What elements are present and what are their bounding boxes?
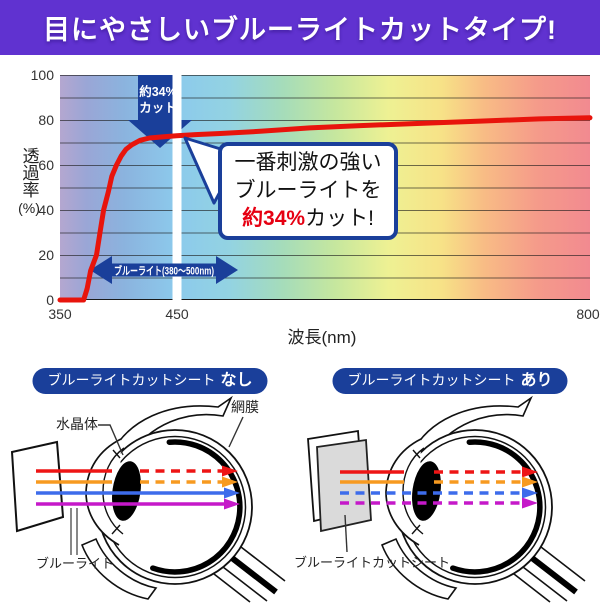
callout-line-3: 約34%カット!: [230, 205, 386, 233]
eye-diagram-left: 水晶体 網膜 ブルーライト: [10, 395, 290, 604]
cut-arrow-label-line1: 約34%: [139, 84, 177, 99]
red-ray-arrowhead-icon: [222, 465, 238, 477]
eye-illustration: [80, 395, 290, 604]
x-tick-800: 800: [576, 306, 600, 322]
x-axis-label: 波長(nm): [287, 328, 357, 347]
sheet-pointer-line: [344, 514, 348, 553]
transmittance-chart: 透過率 (%) 100 80 60 40 20 0 約34% カット ブルーライ…: [0, 55, 600, 360]
diagram-with-sheet: ブルーライトカットシート あり ブルーライトカットシート: [294, 360, 600, 604]
purple-ray-arrowhead-icon: [224, 498, 240, 510]
eye-diagram-right: ブルーライトカットシート: [294, 395, 600, 604]
light-rays-right: [340, 466, 538, 509]
cut-sheet-label: ブルーライトカットシート: [294, 555, 450, 570]
pill-without-em: なし: [220, 372, 253, 389]
blue-ray-arrowhead-icon: [224, 487, 240, 499]
orange-ray-arrowhead-icon: [222, 476, 238, 488]
callout-line-1: 一番刺激の強い: [234, 151, 382, 174]
retina-pointer-line: [228, 416, 244, 448]
chart-overlay: 約34% カット ブルーライト(380〜500nm): [57, 75, 593, 303]
y-axis-label-text: 透過率: [19, 147, 39, 198]
optic-nerve-line1: [240, 546, 286, 582]
y-axis-unit: (%): [18, 200, 40, 216]
blue-ray-arrowhead-icon: [522, 487, 538, 499]
y-tick-40: 40: [38, 202, 54, 218]
y-tick-0: 0: [46, 292, 54, 308]
transmittance-curve: [57, 115, 593, 303]
eye-illustration: [382, 398, 590, 604]
pill-header-with: ブルーライトカットシート あり: [332, 368, 568, 394]
bluelight-range-arrow-icon: [90, 256, 238, 284]
callout-line-2: ブルーライトを: [234, 179, 382, 202]
x-tick-350: 350: [48, 306, 72, 322]
optic-nerve-stripe: [230, 555, 278, 595]
bluelight-label: ブルーライト: [36, 556, 114, 571]
callout-box: 一番刺激の強い ブルーライトを 約34%カット!: [218, 142, 398, 240]
eye-diagrams: ブルーライトカットシート なし: [0, 360, 600, 604]
pill-header-without: ブルーライトカットシート なし: [32, 368, 268, 394]
retina-label: 網膜: [231, 399, 259, 415]
y-tick-20: 20: [38, 247, 54, 263]
ciliary-top: [112, 449, 121, 459]
orange-ray-arrowhead-icon: [522, 476, 538, 488]
title-banner: 目にやさしいブルーライトカットタイプ!: [0, 0, 600, 55]
cut-arrow-label-line2: カット: [139, 101, 177, 115]
wavelength-450-band: [172, 75, 182, 300]
y-tick-100: 100: [30, 67, 54, 83]
y-tick-80: 80: [38, 112, 54, 128]
optic-nerve-line3: [213, 573, 251, 603]
y-axis-label: 透過率 (%): [13, 147, 45, 219]
lens-pointer-line: [98, 424, 124, 456]
screen-shape: [10, 440, 65, 533]
x-tick-450: 450: [165, 306, 189, 322]
red-ray-arrowhead-icon: [522, 466, 538, 478]
pill-without-text: ブルーライトカットシート: [47, 372, 216, 388]
ciliary-bottom: [111, 524, 121, 535]
cut-sheet-shape: [316, 438, 372, 533]
callout-percent: 約34%: [242, 207, 306, 230]
purple-ray-arrowhead-icon: [522, 497, 538, 509]
lens-shape: [112, 461, 141, 521]
pill-with-em: あり: [520, 372, 553, 389]
callout-line-3-rest: カット!: [305, 207, 374, 230]
plot-area: 約34% カット ブルーライト(380〜500nm) 一番刺激の強い ブルーライ…: [57, 75, 593, 303]
lens-label: 水晶体: [56, 416, 98, 432]
light-rays-left: [36, 465, 240, 510]
lower-muscle: [80, 537, 158, 600]
retina-lining: [150, 439, 243, 575]
bluelight-range-label: ブルーライト(380〜500nm): [114, 264, 214, 278]
diagram-without-sheet: ブルーライトカットシート なし: [0, 360, 300, 604]
optic-nerve-line2: [222, 566, 268, 602]
pill-with-text: ブルーライトカットシート: [347, 372, 516, 388]
page-title: 目にやさしいブルーライトカットタイプ!: [43, 15, 557, 45]
y-tick-60: 60: [38, 157, 54, 173]
